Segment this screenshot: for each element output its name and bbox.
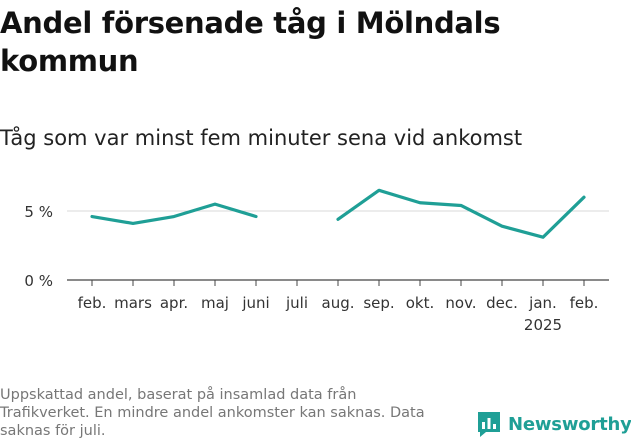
- line-chart: 0 % 5 % feb. mars apr. maj juni juli aug. sep. ok…: [24, 188, 609, 334]
- chart-subtitle: Tåg som var minst fem minuter sena vid a…: [0, 126, 523, 150]
- x-tick-label: juni: [241, 294, 269, 312]
- x-tick-label: aug.: [322, 294, 355, 312]
- x-tick-label: mars: [114, 294, 152, 312]
- x-tick-label: feb.: [570, 294, 599, 312]
- y-tick-label: 5 %: [24, 203, 53, 221]
- x-tick-label: sep.: [363, 294, 394, 312]
- x-axis: feb. mars apr. maj juni juli aug. sep. okt. nov. d…: [78, 280, 599, 334]
- logo-text: Newsworthy: [508, 413, 631, 435]
- y-tick-label: 0 %: [24, 272, 53, 290]
- x-tick-label: juli: [285, 294, 308, 312]
- series-line-segment: [90, 202, 258, 226]
- x-tick-label: okt.: [406, 294, 435, 312]
- x-year-label: 2025: [524, 316, 562, 334]
- bar-chart-speech-bubble-icon: [478, 412, 500, 437]
- x-tick-label: maj: [201, 294, 229, 312]
- x-tick-label: dec.: [486, 294, 518, 312]
- chart-title: Andel försenade tåg i Mölndals kommun: [0, 6, 501, 78]
- footnote: Uppskattad andel, baserat på insamlad da…: [0, 387, 425, 439]
- newsworthy-logo: Newsworthy: [476, 410, 631, 438]
- y-axis-ticks: 0 % 5 %: [24, 203, 53, 290]
- x-tick-label: nov.: [445, 294, 476, 312]
- x-tick-label: apr.: [160, 294, 188, 312]
- x-tick-label: jan.: [528, 294, 557, 312]
- x-tick-label: feb.: [78, 294, 107, 312]
- data-lines: [90, 188, 586, 239]
- series-line-segment: [336, 188, 586, 239]
